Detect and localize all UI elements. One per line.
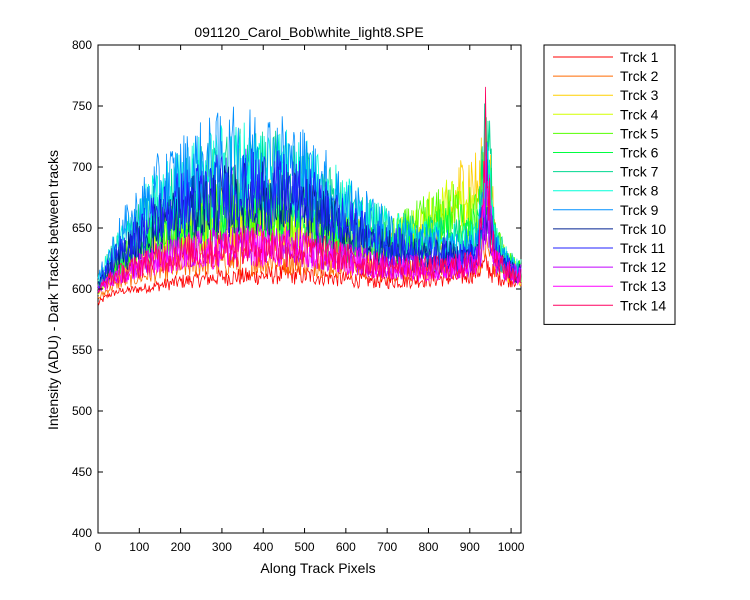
x-tick-label: 500 [295,540,315,554]
legend-label-8: Trck 8 [620,183,659,199]
y-tick-label: 550 [72,343,92,357]
series-line-14 [97,86,522,293]
chart-title: 091120_Carol_Bob\white_light8.SPE [194,24,423,40]
series-line-11 [97,148,522,290]
legend-label-12: Trck 12 [620,259,666,275]
y-tick-label: 450 [72,465,92,479]
legend-label-7: Trck 7 [620,164,659,180]
x-tick-label: 100 [129,540,149,554]
series-line-1 [97,253,522,306]
legend-label-1: Trck 1 [620,49,659,65]
legend-label-2: Trck 2 [620,68,659,84]
x-tick-label: 700 [377,540,397,554]
x-axis-label: Along Track Pixels [260,560,375,576]
legend-label-9: Trck 9 [620,202,659,218]
legend-label-4: Trck 4 [620,106,659,122]
y-tick-label: 650 [72,221,92,235]
y-tick-label: 750 [72,99,92,113]
x-tick-label: 1000 [498,540,525,554]
legend-label-5: Trck 5 [620,125,659,141]
legend-label-13: Trck 13 [620,278,666,294]
y-tick-label: 600 [72,282,92,296]
legend-label-10: Trck 10 [620,221,666,237]
x-tick-label: 300 [212,540,232,554]
series-lines [97,86,522,306]
legend-label-3: Trck 3 [620,87,659,103]
y-tick-label: 700 [72,160,92,174]
legend-label-6: Trck 6 [620,145,659,161]
x-tick-label: 600 [336,540,356,554]
y-tick-label: 800 [72,38,92,52]
plot-frame [97,44,522,534]
x-tick-label: 200 [171,540,191,554]
y-tick-label: 400 [72,526,92,540]
plot-area: 0 100 200 300 400 500 600 700 800 900 1000 400 450 50… [72,38,525,554]
x-tick-label: 900 [460,540,480,554]
x-tick-label: 0 [95,540,102,554]
x-tick-label: 400 [253,540,273,554]
legend-box [543,44,676,325]
x-tick-label: 800 [418,540,438,554]
legend-label-11: Trck 11 [620,240,665,256]
legend-label-14: Trck 14 [620,297,666,313]
y-axis-label: Intensity (ADU) - Dark Tracks between tr… [45,150,61,430]
y-tick-label: 500 [72,404,92,418]
legend: Trck 1 Trck 2 Trck 3 Trck 4 Trck 5 Trck 6 Trck… [543,44,676,325]
